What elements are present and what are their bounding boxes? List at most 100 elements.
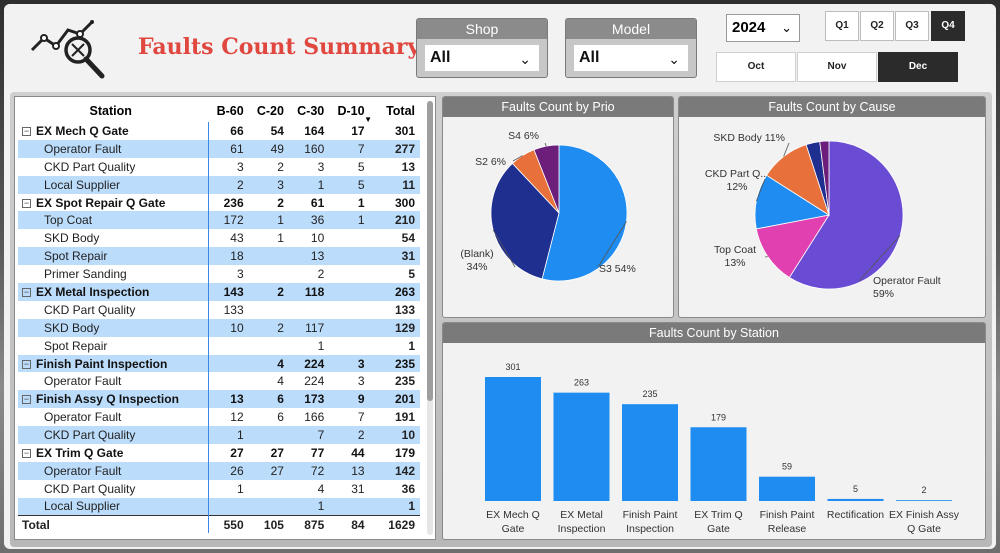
bar[interactable] — [896, 500, 952, 501]
value-cell: 66 — [230, 123, 244, 138]
scrollbar-thumb[interactable] — [427, 101, 433, 401]
month-button-oct[interactable]: Oct — [716, 52, 796, 82]
value-cell: 4 — [317, 481, 325, 496]
leader-line — [755, 178, 766, 202]
table-row[interactable]: SKD Body 10 2 117 129 — [18, 318, 420, 337]
table-scrollbar[interactable] — [427, 101, 433, 535]
station-cell: Primer Sanding — [18, 265, 209, 284]
collapse-icon[interactable]: − — [22, 447, 31, 458]
station-label: SKD Body — [44, 320, 100, 335]
value-cell — [329, 301, 369, 319]
pie-slice[interactable] — [755, 214, 830, 279]
prio-chart-panel: Faults Count by Prio S3 54% (Blank) 34% S2 … — [442, 96, 674, 318]
value-cell: 160 — [288, 139, 330, 158]
station-cell: CKD Part Quality — [18, 157, 209, 176]
total-cell: 235 — [394, 374, 415, 389]
collapse-icon[interactable]: − — [22, 286, 31, 297]
collapse-icon[interactable]: − — [22, 125, 31, 136]
month-button-dec[interactable]: Dec — [878, 52, 958, 82]
table-row[interactable]: CKD Part Quality 133 133 — [18, 300, 420, 319]
table-row[interactable]: Spot Repair 18 13 31 — [18, 247, 420, 266]
table-row[interactable]: SKD Body 43 1 10 54 — [18, 229, 420, 248]
station-cell: Operator Fault — [18, 408, 209, 427]
table-row[interactable]: Primer Sanding 3 2 5 — [18, 265, 420, 284]
table-row[interactable]: Operator Fault 61 49 160 7 277 — [18, 139, 420, 158]
quarter-button-q2[interactable]: Q2 — [860, 11, 894, 41]
column-header-c20[interactable]: C-20 — [256, 104, 284, 118]
quarter-button-q1[interactable]: Q1 — [825, 11, 859, 41]
bar-data-label: 301 — [505, 362, 520, 372]
column-header-total[interactable]: ▼ Total — [364, 100, 420, 124]
station-label: Primer Sanding — [44, 267, 127, 282]
table-row[interactable]: Top Coat 172 1 36 1 210 — [18, 211, 420, 230]
group-row[interactable]: − EX Trim Q Gate 27 27 77 44 179 — [18, 444, 420, 462]
column-header-b60[interactable]: B-60 — [216, 104, 244, 118]
value-cell — [249, 265, 289, 283]
value-cell: 1 — [329, 211, 370, 230]
sort-desc-icon[interactable]: ▼ — [364, 115, 373, 124]
shop-slicer-label: Shop — [417, 19, 547, 39]
group-row[interactable]: − EX Spot Repair Q Gate 236 2 61 1 300 — [18, 193, 420, 212]
bar[interactable] — [690, 427, 747, 501]
bar[interactable] — [827, 498, 884, 501]
year-dropdown[interactable]: 2024 ⌄ — [726, 14, 800, 42]
table-row[interactable]: Operator Fault 4 224 3 235 — [18, 372, 420, 391]
value-cell: 26 — [208, 461, 249, 480]
value-cell: 164 — [304, 123, 325, 138]
month-button-nov[interactable]: Nov — [797, 52, 877, 82]
table-row[interactable]: CKD Part Quality 1 4 31 36 — [18, 479, 420, 498]
prio-chart-title: Faults Count by Prio — [443, 97, 673, 117]
value-cell — [208, 337, 248, 355]
table-row[interactable]: Operator Fault 26 27 72 13 142 — [18, 461, 420, 480]
bar-data-label: 59 — [782, 462, 792, 472]
value-cell: 27 — [270, 445, 284, 460]
pie-slice[interactable] — [819, 140, 830, 216]
bar[interactable] — [553, 392, 610, 501]
quarter-button-q3[interactable]: Q3 — [895, 11, 929, 41]
total-label: Total — [386, 104, 415, 118]
bar[interactable] — [622, 404, 678, 501]
total-cell: 54 — [401, 231, 415, 246]
table-row[interactable]: Operator Fault 12 6 166 7 191 — [18, 408, 420, 427]
category-label: Release — [768, 523, 807, 535]
total-row[interactable]: Total 550 105 875 84 1629 — [18, 515, 420, 534]
column-header-d10[interactable]: D-10 — [337, 104, 365, 118]
value-cell: 61 — [208, 139, 249, 158]
table-row[interactable]: CKD Part Quality 3 2 3 5 13 — [18, 157, 420, 176]
header: Faults Count Summary Shop All ⌄ Model Al… — [4, 4, 996, 92]
total-cell: 179 — [394, 445, 415, 460]
table-row[interactable]: Spot Repair 1 1 — [18, 336, 420, 355]
value-cell: 72 — [288, 461, 330, 480]
collapse-icon[interactable]: − — [22, 358, 31, 369]
model-dropdown-value: All — [579, 49, 600, 66]
table-row[interactable]: Local Supplier 1 1 — [18, 497, 420, 516]
total-cell: 5 — [408, 267, 415, 282]
station-bar-chart: 301 EX Mech Q Gate 263 EX Metal Inspection 235… — [485, 362, 960, 535]
collapse-icon[interactable]: − — [22, 197, 31, 208]
value-cell: 1 — [288, 175, 330, 194]
bar[interactable] — [485, 377, 541, 501]
value-cell: 2 — [277, 195, 284, 210]
value-cell — [208, 497, 249, 516]
total-cell: 235 — [369, 354, 420, 373]
group-row[interactable]: − Finish Assy Q Inspection 13 6 173 9 201 — [18, 390, 420, 409]
shop-dropdown[interactable]: All ⌄ — [425, 45, 539, 71]
quarter-button-q4[interactable]: Q4 — [931, 11, 965, 41]
column-header-station[interactable]: Station — [89, 104, 132, 118]
station-cell: − Finish Assy Q Inspection — [18, 390, 209, 409]
value-cell — [249, 480, 289, 498]
table-row[interactable]: Local Supplier 2 3 1 5 11 — [18, 175, 420, 194]
value-cell: 236 — [223, 195, 244, 210]
group-row[interactable]: − Finish Paint Inspection 4 224 3 235 — [18, 354, 420, 373]
model-dropdown[interactable]: All ⌄ — [574, 45, 688, 71]
group-row[interactable]: − EX Metal Inspection 143 2 118 263 — [18, 283, 420, 301]
group-row[interactable]: − EX Mech Q Gate 66 54 164 17 301 — [18, 122, 420, 140]
total-cell: 133 — [394, 302, 415, 317]
table-row[interactable]: CKD Part Quality 1 7 2 10 — [18, 426, 420, 445]
total-cell: 1 — [408, 338, 415, 353]
collapse-icon[interactable]: − — [22, 394, 31, 405]
bar[interactable] — [759, 476, 815, 501]
column-header-c30[interactable]: C-30 — [297, 104, 325, 118]
station-cell: − EX Spot Repair Q Gate — [18, 193, 209, 212]
station-label: EX Mech Q Gate — [36, 123, 129, 138]
